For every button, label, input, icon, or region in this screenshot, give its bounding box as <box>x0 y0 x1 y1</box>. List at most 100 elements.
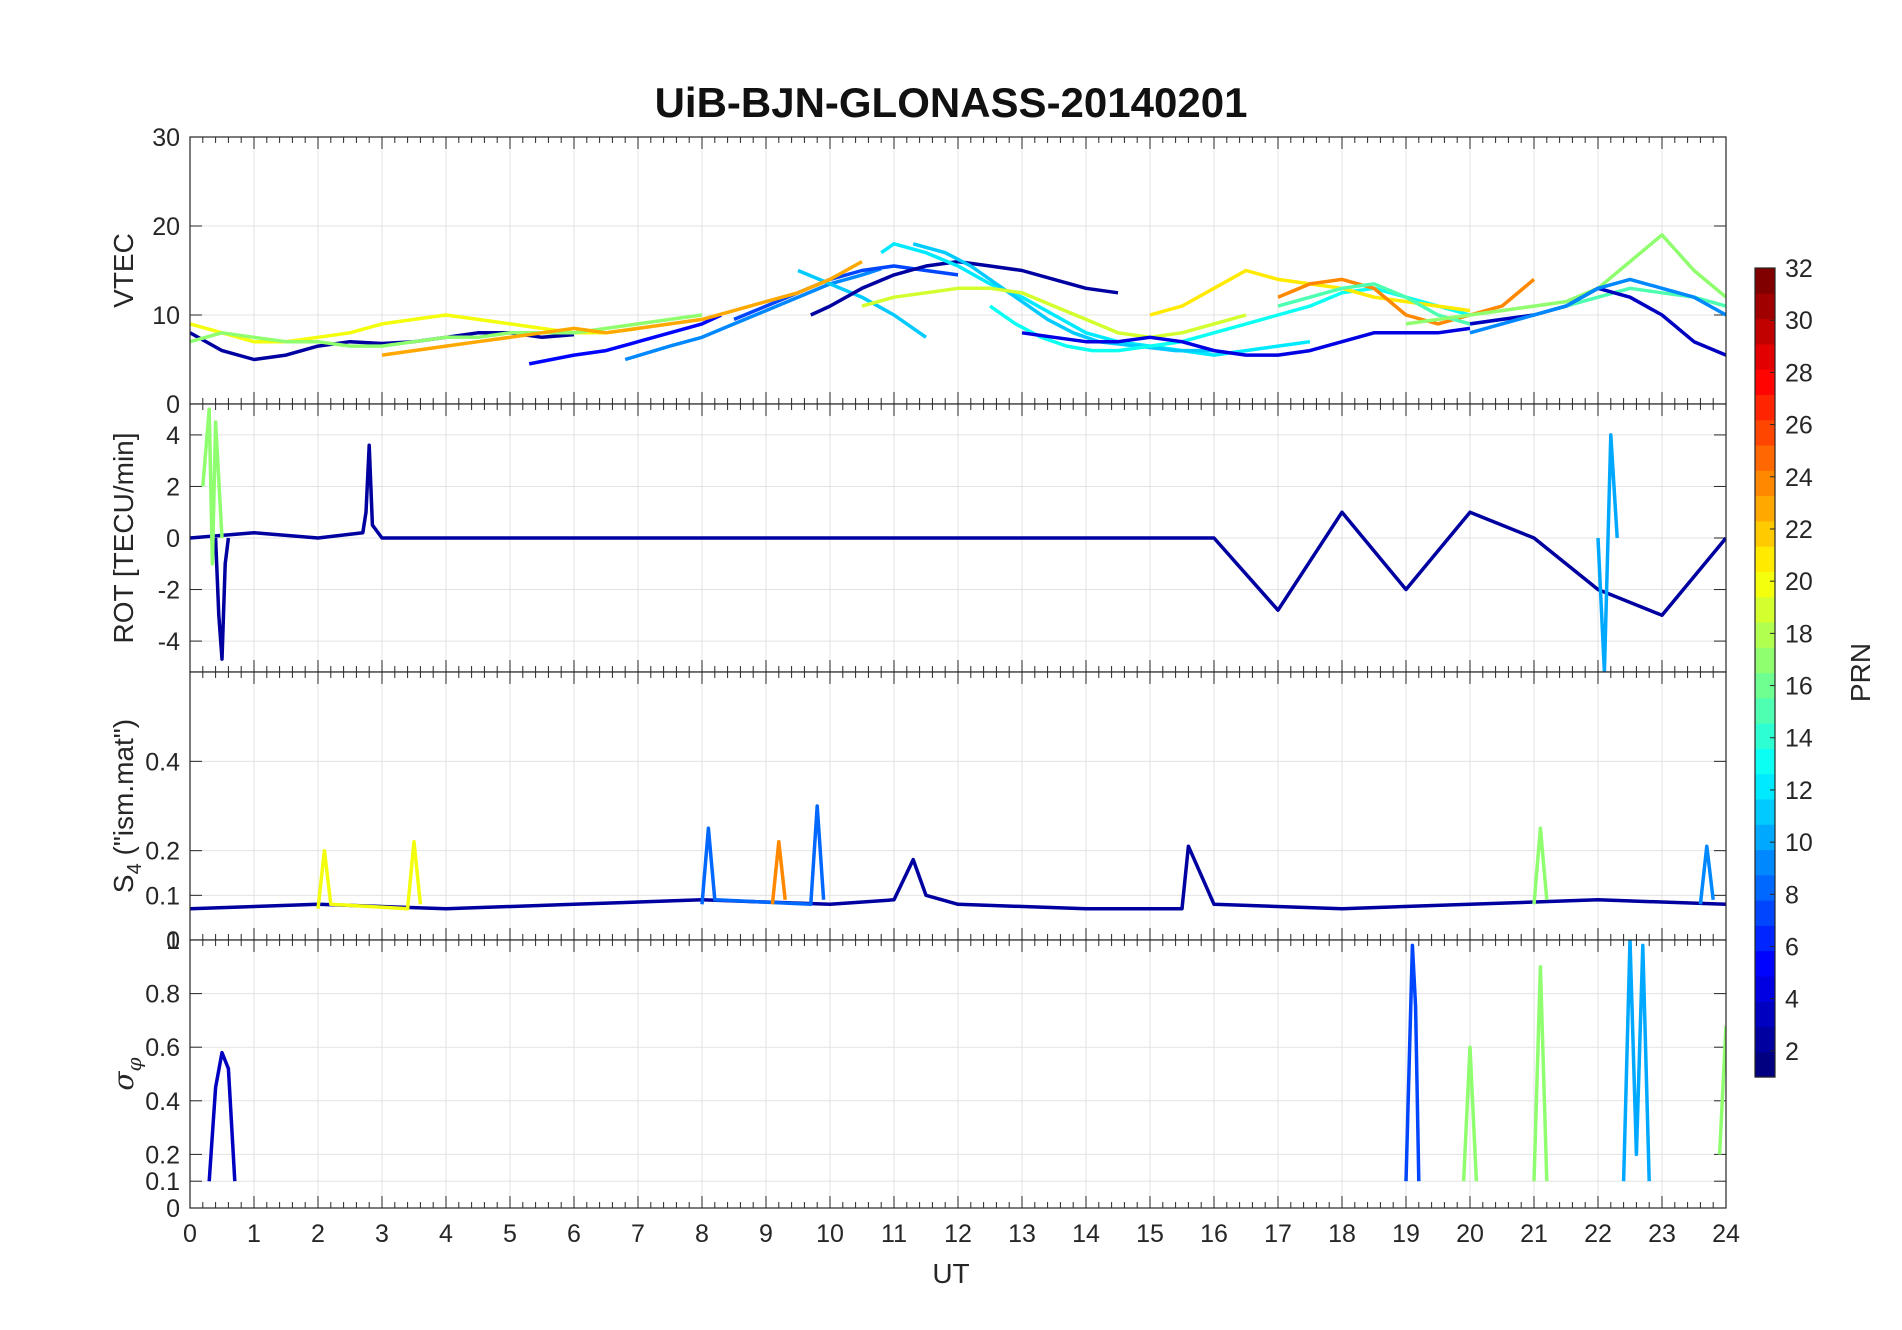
s4-y-tick-label: 0 <box>166 927 180 955</box>
colorbar-frame <box>1754 267 1776 1078</box>
colorbar-tick-label: 20 <box>1785 568 1813 596</box>
x-tick-label: 15 <box>1136 1220 1164 1248</box>
sigma_phi-y-tick-label: 0.1 <box>145 1168 180 1196</box>
x-tick-label: 19 <box>1392 1220 1420 1248</box>
colorbar-segment <box>1755 596 1775 623</box>
colorbar-segment <box>1755 748 1775 775</box>
colorbar-segment <box>1755 621 1775 648</box>
vtec-series-prn-9 <box>1469 277 1726 335</box>
sigma_phi-series-prn-3 <box>207 1050 237 1182</box>
vtec-series-prn-24 <box>1277 277 1536 326</box>
colorbar-tick-label: 24 <box>1785 464 1813 492</box>
vtec-series-group <box>190 233 1726 366</box>
sigma_phi-series-prn-7 <box>1404 943 1421 1182</box>
rot-series-prn-2 <box>190 443 1726 618</box>
rot-series-prn-2 <box>213 537 231 661</box>
colorbar-segment <box>1755 950 1775 977</box>
sigma_phi-y-tick-label: 1 <box>166 927 180 955</box>
rot-y-tick-label: -2 <box>158 577 180 605</box>
colorbar-segment <box>1755 672 1775 699</box>
sigma_phi-y-tick-label: 0.2 <box>145 1141 180 1169</box>
s4-series-group <box>190 804 1726 911</box>
vtec-series-prn-23 <box>381 260 863 357</box>
sigma_phi-y-tick-label: 0 <box>166 1195 180 1223</box>
sigma_phi-series-group <box>207 940 1726 1182</box>
rot-y-tick-label: -4 <box>158 628 180 656</box>
colorbar-segment <box>1755 900 1775 926</box>
colorbar-tick-label: 8 <box>1785 881 1799 909</box>
rot-series-group <box>190 407 1726 672</box>
colorbar-label: PRN <box>1845 643 1876 702</box>
s4-y-tick-label: 0.4 <box>145 748 180 776</box>
colorbar-tick-label: 16 <box>1785 673 1813 701</box>
rot-y-tick-label: 4 <box>166 422 180 450</box>
x-tick-label: 11 <box>881 1220 907 1248</box>
colorbar-segment <box>1755 1051 1775 1078</box>
x-tick-label: 10 <box>816 1220 844 1248</box>
colorbar-segment <box>1755 975 1775 1002</box>
sigma_phi-series-prn-17 <box>1461 1045 1479 1182</box>
colorbar-segment <box>1755 495 1775 522</box>
x-tick-label: 2 <box>311 1220 325 1248</box>
x-tick-label: 12 <box>944 1220 972 1248</box>
colorbar-tick-label: 32 <box>1785 255 1813 283</box>
colorbar-segment <box>1755 798 1775 825</box>
colorbar-tick-label: 2 <box>1785 1038 1799 1066</box>
colorbar-segment <box>1755 824 1775 851</box>
colorbar-tick-label: 12 <box>1785 777 1813 805</box>
x-tick-label: 4 <box>439 1220 453 1248</box>
colorbar-segment <box>1755 343 1775 370</box>
x-tick-label: 20 <box>1456 1220 1484 1248</box>
colorbar-segment <box>1755 444 1775 471</box>
s4-series-prn-9 <box>1698 844 1715 905</box>
x-tick-label: 24 <box>1712 1220 1740 1248</box>
colorbar-tick-label: 6 <box>1785 934 1799 962</box>
colorbar-segment <box>1755 647 1775 674</box>
s4-series-prn-8 <box>700 804 826 907</box>
vtec-series-prn-7 <box>733 264 959 322</box>
vtec-y-tick-label: 0 <box>166 391 180 419</box>
s4-series-prn-24 <box>770 839 787 905</box>
colorbar-segment <box>1755 697 1775 724</box>
x-tick-label: 6 <box>567 1220 581 1248</box>
rot-y-axis-label: ROT [TECU/min] <box>108 432 139 643</box>
colorbar-tick-label: 10 <box>1785 829 1813 857</box>
sigma_phi-y-tick-label: 0.8 <box>145 981 180 1009</box>
sigma_phi-series-prn-17 <box>1532 965 1549 1182</box>
x-tick-label: 1 <box>247 1220 261 1248</box>
rot-series-prn-17 <box>201 407 224 566</box>
x-tick-label: 7 <box>631 1220 645 1248</box>
vtec-y-tick-label: 10 <box>152 302 180 330</box>
colorbar-tick-label: 4 <box>1785 986 1799 1014</box>
sigma_phi-y-tick-label: 0.4 <box>145 1088 180 1116</box>
vtec-y-axis-label: VTEC <box>108 233 139 308</box>
colorbar-segment <box>1755 925 1775 952</box>
x-axis-label: UT <box>932 1258 969 1289</box>
colorbar-segment <box>1755 470 1775 497</box>
colorbar-tick-label: 30 <box>1785 307 1813 335</box>
colorbar-segment <box>1755 293 1775 320</box>
rot-y-tick-label: 2 <box>166 473 180 501</box>
colorbar-segment <box>1755 318 1775 345</box>
sigma_phi-y-axis-label: σφ <box>107 1057 146 1090</box>
s4-y-axis-label: S4 ("ism.mat") <box>108 719 146 893</box>
x-tick-label: 23 <box>1648 1220 1676 1248</box>
colorbar-segment <box>1755 849 1775 876</box>
colorbar-segment <box>1755 369 1775 396</box>
vtec-series-prn-2 <box>810 259 1119 317</box>
colorbar-segment <box>1755 520 1775 547</box>
x-tick-label: 13 <box>1008 1220 1036 1248</box>
vtec-series-prn-19 <box>861 286 1247 340</box>
x-tick-label: 14 <box>1072 1220 1100 1248</box>
colorbar-segment <box>1755 1001 1775 1028</box>
colorbar-segment <box>1755 419 1775 446</box>
sigma_phi-series-prn-10 <box>1621 940 1651 1182</box>
chart-title: UiB-BJN-GLONASS-20140201 <box>655 79 1248 126</box>
vtec-series-prn-9 <box>624 267 882 362</box>
panel-vtec: 0 10 20 30 VTEC <box>108 124 1727 419</box>
colorbar-segment <box>1755 1026 1775 1053</box>
colorbar-tick-label: 26 <box>1785 412 1813 440</box>
